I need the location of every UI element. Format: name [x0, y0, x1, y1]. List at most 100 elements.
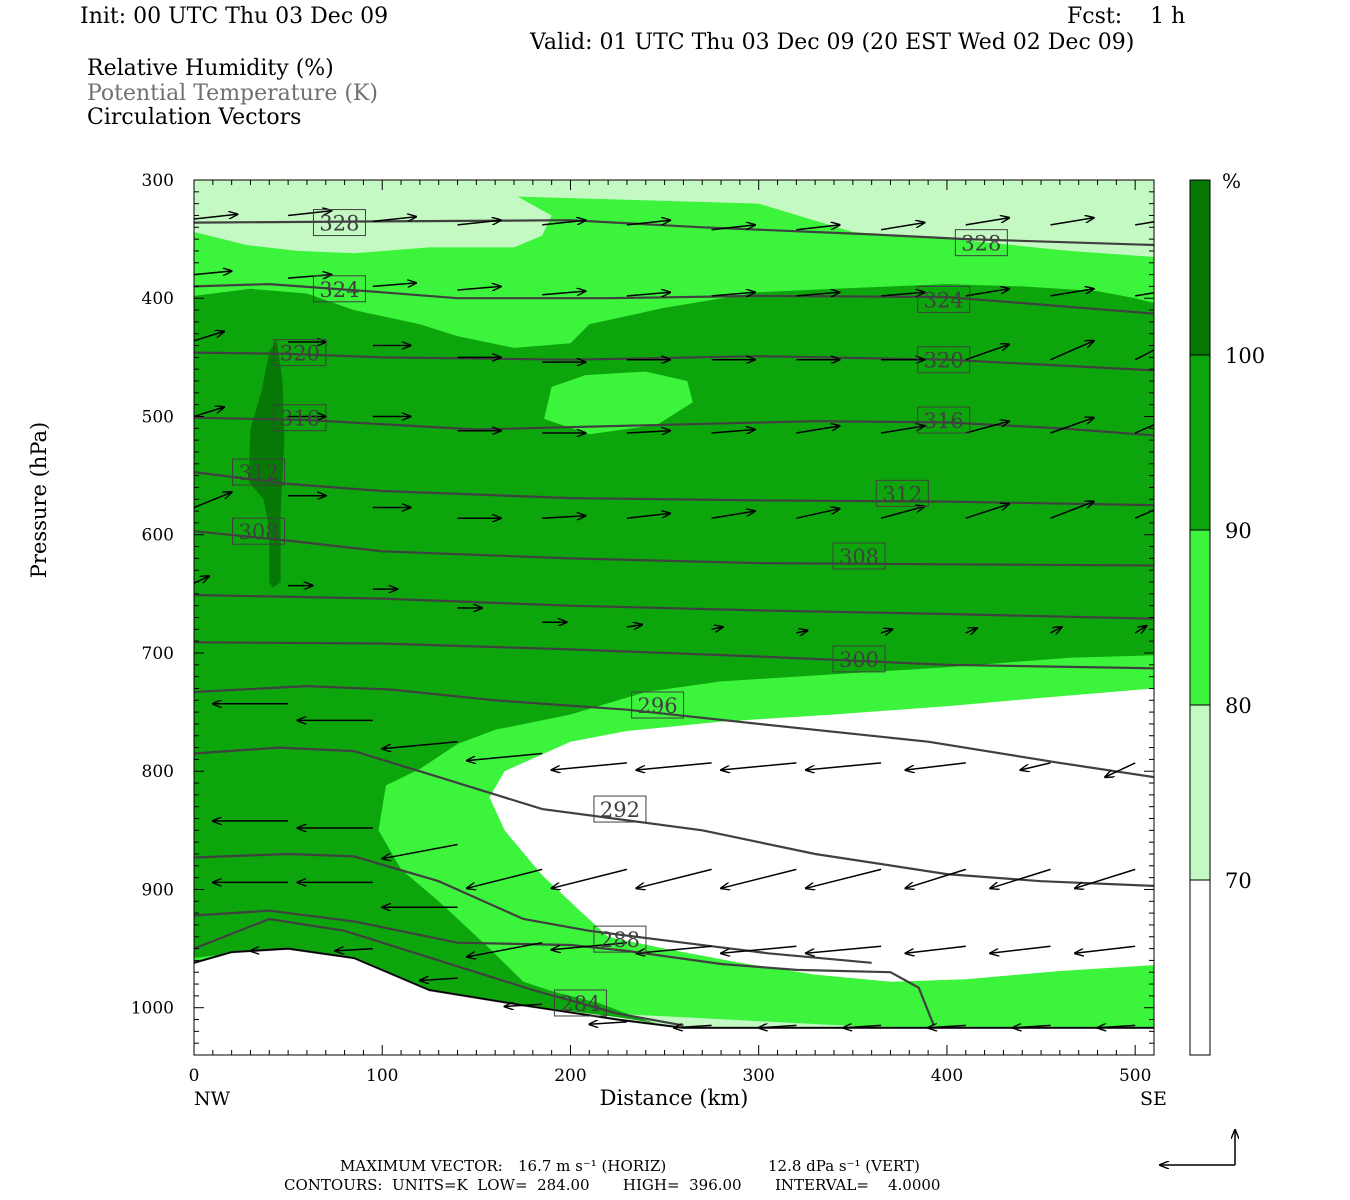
valid-time: Valid: 01 UTC Thu 03 Dec 09 (20 EST Wed …	[530, 30, 1135, 55]
circulation-vector	[194, 703, 195, 705]
circulation-vector	[880, 426, 924, 434]
theta-label-box	[553, 989, 607, 1017]
field-vectors: Circulation Vectors	[87, 105, 302, 130]
circulation-vector	[372, 217, 416, 223]
colorbar-frame	[1189, 179, 1211, 1056]
circulation-vector	[505, 1004, 543, 1006]
circulation-vector	[880, 629, 892, 633]
theta-label-text: 284	[560, 992, 600, 1016]
circulation-vector	[457, 286, 501, 290]
max-vector-vert: 12.8 dPa s⁻¹ (VERT)	[768, 1157, 920, 1175]
circulation-vector	[721, 945, 797, 953]
circulation-vector	[1050, 627, 1062, 633]
rh-region-90-100	[194, 284, 1154, 1028]
reference-vector-icon	[1160, 1130, 1235, 1165]
colorbar-segment	[1190, 180, 1210, 355]
theta-contour-304	[194, 593, 1154, 620]
circulation-vector	[335, 949, 373, 951]
theta-label-box	[917, 285, 971, 313]
x-tick-label: 400	[931, 1066, 963, 1086]
circulation-vector	[194, 271, 232, 275]
circulation-vector	[552, 941, 627, 950]
theta-label: 324	[312, 275, 366, 303]
field-theta: Potential Temperature (K)	[87, 81, 378, 106]
x-axis-label: Distance (km)	[600, 1086, 749, 1110]
circulation-vector	[467, 868, 543, 888]
x-tick-label: 500	[1119, 1066, 1151, 1086]
circulation-vector	[1013, 1025, 1051, 1027]
circulation-vector	[806, 945, 882, 953]
y-tick-label: 300	[142, 171, 174, 191]
circulation-vector	[457, 220, 501, 226]
y-tick-label: 1000	[131, 999, 174, 1019]
theta-label-box	[832, 645, 886, 673]
circulation-vector	[467, 941, 543, 957]
colorbar: 70 80 90 100%	[1189, 169, 1265, 1056]
colorbar-segment	[1190, 880, 1210, 1055]
circulation-vector	[1098, 1025, 1136, 1027]
circulation-vector	[552, 762, 627, 770]
circulation-vector	[881, 292, 924, 296]
rh-region-100+	[248, 339, 285, 588]
circulation-vector	[626, 220, 670, 226]
theta-contour-layer	[194, 219, 1154, 1029]
circulation-vector	[194, 407, 224, 418]
init-time: Init: 00 UTC Thu 03 Dec 09	[80, 4, 389, 29]
rh-fill-layer	[194, 180, 1154, 1055]
circulation-vector	[806, 762, 882, 770]
circulation-vector	[965, 628, 977, 633]
axes: 300 400 500 600 700 800 900 1000 0 100 200 300 400 50…	[131, 171, 1155, 1086]
circulation-vector	[1134, 423, 1154, 434]
theta-label-box	[917, 346, 971, 374]
circulation-vector	[711, 430, 755, 434]
theta-label-text: 328	[319, 212, 359, 236]
theta-contour-312	[194, 471, 1154, 507]
colorbar-segment	[1190, 530, 1210, 705]
theta-label-box	[593, 795, 647, 823]
theta-label-text: 292	[600, 798, 640, 822]
circulation-vector	[552, 868, 628, 888]
circulation-vector	[1075, 945, 1136, 953]
theta-label-box	[232, 517, 286, 545]
circulation-vector	[965, 344, 1009, 361]
theta-label-text: 312	[238, 461, 278, 485]
theta-label: 328	[954, 229, 1008, 257]
circulation-vector	[1134, 349, 1154, 361]
theta-label-box	[312, 275, 366, 303]
theta-contour-300	[194, 641, 1154, 670]
y-tick-label: 400	[142, 289, 174, 309]
circulation-vector	[796, 225, 839, 231]
circulation-vector	[674, 1025, 712, 1027]
y-tick-label: 800	[142, 762, 174, 782]
theta-label-text: 324	[924, 288, 964, 312]
colorbar-label: 80	[1225, 694, 1252, 718]
theta-contour-308	[194, 530, 1154, 567]
circulation-vector	[1134, 626, 1146, 633]
circulation-vector	[194, 214, 237, 220]
theta-label: 308	[232, 517, 286, 545]
circulation-vector	[796, 426, 839, 434]
theta-label-box	[312, 209, 366, 237]
theta-label-box	[593, 925, 647, 953]
x-tick-label: 0	[189, 1066, 200, 1086]
theta-label: 296	[631, 691, 685, 719]
circulation-vector	[1050, 418, 1094, 434]
circulation-vector	[906, 945, 966, 953]
circulation-vector	[626, 513, 670, 519]
circulation-vector	[626, 625, 642, 627]
circulation-vector	[542, 516, 585, 518]
circulation-vector	[382, 740, 458, 749]
theta-label-text: 300	[839, 648, 879, 672]
theta-contour-288	[194, 909, 935, 1026]
circulation-vector	[1135, 292, 1154, 297]
circulation-vector	[796, 631, 807, 633]
theta-label: 328	[312, 209, 366, 237]
circulation-vector	[1050, 341, 1094, 361]
circulation-vector	[1020, 762, 1051, 770]
circulation-vector	[880, 506, 924, 519]
field-rh: Relative Humidity (%)	[87, 56, 334, 81]
circulation-vector	[194, 492, 232, 509]
circulation-vector	[965, 218, 1009, 226]
circulation-vector	[542, 291, 585, 295]
colorbar-label: 100	[1225, 344, 1265, 368]
